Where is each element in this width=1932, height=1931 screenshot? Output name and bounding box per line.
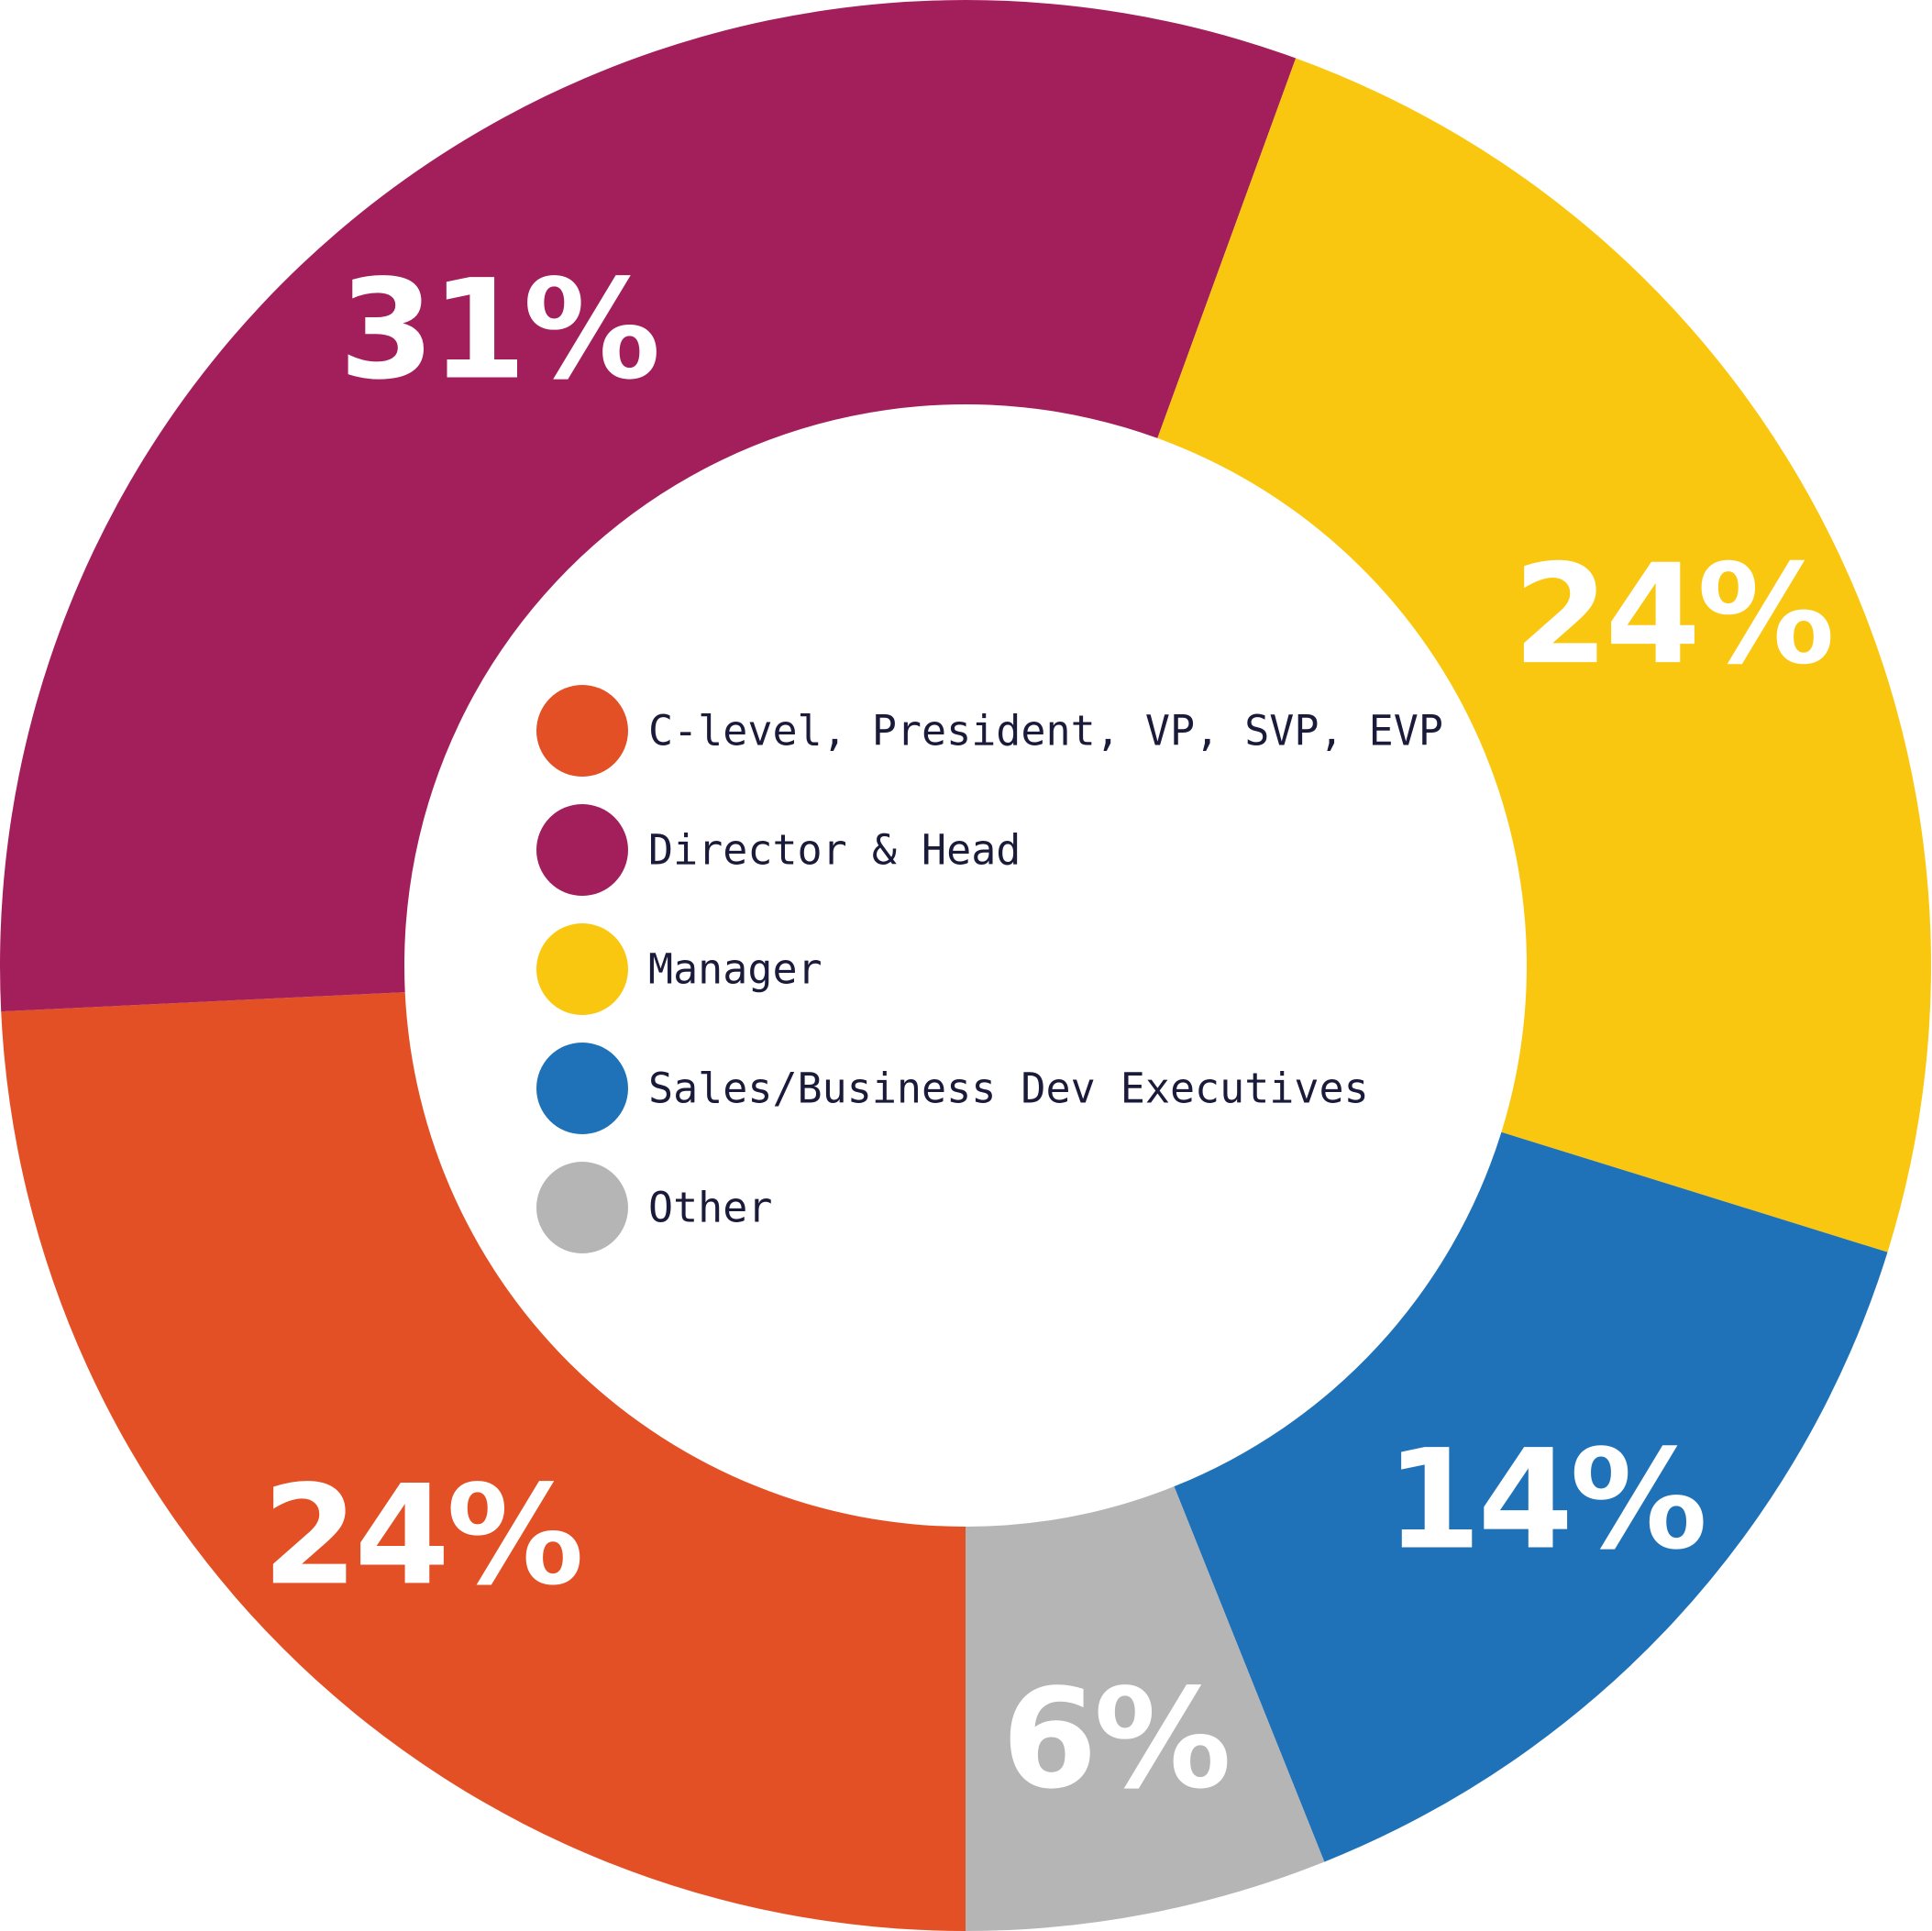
legend-item-director-head: Director & Head — [536, 804, 1021, 896]
slice-director-head — [0, 0, 1297, 1012]
legend-label: Other — [648, 1184, 772, 1232]
percent-labels-group: 24% 31% 24% 14% 6% — [262, 250, 1835, 1819]
legend: C-level, President, VP, SVP, EVP Director… — [536, 685, 1443, 1253]
slice-other — [966, 1486, 1325, 1931]
legend-swatch — [536, 804, 628, 896]
legend-swatch — [536, 1043, 628, 1134]
slice-label-manager: 24% — [1513, 535, 1831, 695]
slice-label-sales-business-dev-executives: 14% — [1386, 1421, 1704, 1581]
legend-swatch — [536, 685, 628, 777]
legend-item-c-level-president-vp-svp-evp: C-level, President, VP, SVP, EVP — [536, 685, 1443, 777]
slice-c-level-president-vp-svp-evp — [1, 992, 966, 1931]
legend-swatch — [536, 1162, 628, 1253]
slice-manager — [1157, 58, 1931, 1252]
slice-label-other: 6% — [1001, 1660, 1228, 1819]
slice-label-director-head: 31% — [339, 250, 657, 410]
legend-label: Manager — [648, 945, 822, 994]
legend-swatch — [536, 923, 628, 1015]
slice-sales-business-dev-executives — [1174, 1131, 1888, 1862]
legend-item-manager: Manager — [536, 923, 822, 1015]
legend-label: C-level, President, VP, SVP, EVP — [648, 707, 1443, 756]
legend-label: Director & Head — [648, 826, 1021, 875]
legend-label: Sales/Business Dev Executives — [648, 1065, 1369, 1113]
legend-item-other: Other — [536, 1162, 772, 1253]
slice-label-c-level-president-vp-svp-evp: 24% — [262, 1456, 580, 1616]
legend-item-sales-business-dev-executives: Sales/Business Dev Executives — [536, 1043, 1369, 1134]
